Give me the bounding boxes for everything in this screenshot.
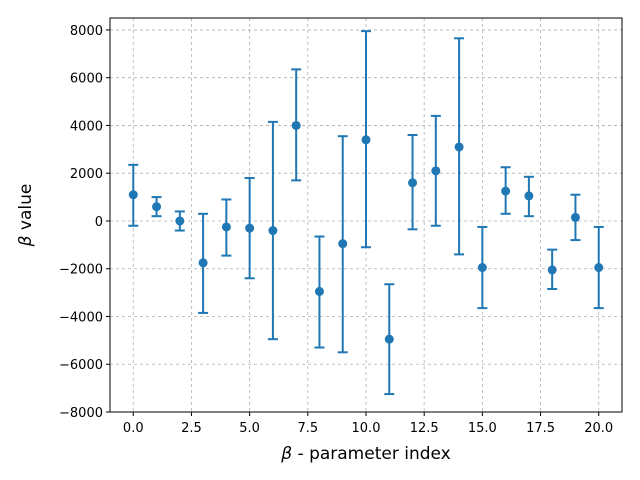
x-tick-label: 10.0 bbox=[352, 421, 381, 436]
data-point bbox=[524, 191, 534, 201]
y-tick-label: 6000 bbox=[70, 72, 103, 87]
x-axis-title-rest: - parameter index bbox=[292, 444, 451, 464]
data-point bbox=[291, 120, 301, 130]
data-point bbox=[454, 142, 464, 152]
data-point bbox=[501, 186, 511, 196]
y-tick-label: 2000 bbox=[70, 167, 103, 182]
data-point bbox=[175, 216, 185, 226]
grid-lines bbox=[110, 18, 622, 413]
data-point bbox=[361, 135, 371, 145]
y-tick-label: −2000 bbox=[59, 263, 103, 278]
y-tick-label: −8000 bbox=[59, 406, 103, 421]
data-point bbox=[431, 166, 441, 176]
data-point bbox=[221, 222, 231, 232]
y-tick-label: 4000 bbox=[70, 119, 103, 134]
data-point bbox=[128, 190, 138, 200]
y-axis-title: β value bbox=[16, 184, 36, 248]
x-tick-label: 2.5 bbox=[181, 421, 202, 436]
x-tick-label: 12.5 bbox=[410, 421, 439, 436]
x-ticks: 0.0 2.5 5.0 7.5 10.0 12.5 15.0 17.5 20.0 bbox=[123, 412, 613, 436]
data-point bbox=[338, 239, 348, 249]
y-tick-label: 8000 bbox=[70, 24, 103, 39]
y-axis-title-symbol: β bbox=[16, 235, 36, 247]
x-tick-label: 20.0 bbox=[584, 421, 613, 436]
data-points bbox=[128, 120, 604, 344]
y-axis-title-rest: value bbox=[16, 184, 36, 236]
data-point bbox=[594, 263, 604, 273]
x-tick-label: 0.0 bbox=[123, 421, 144, 436]
data-point bbox=[152, 202, 162, 212]
y-tick-label: −6000 bbox=[59, 358, 103, 373]
x-tick-label: 15.0 bbox=[468, 421, 497, 436]
data-point bbox=[268, 226, 278, 236]
x-axis-title: β - parameter index bbox=[280, 444, 450, 464]
y-tick-label: −4000 bbox=[59, 310, 103, 325]
x-tick-label: 17.5 bbox=[526, 421, 555, 436]
data-point bbox=[314, 286, 324, 296]
data-point bbox=[408, 178, 418, 188]
y-tick-label: 0 bbox=[95, 215, 103, 230]
data-point bbox=[570, 212, 580, 222]
x-axis-title-symbol: β bbox=[280, 444, 292, 464]
data-point bbox=[245, 223, 255, 233]
x-tick-label: 5.0 bbox=[239, 421, 260, 436]
y-ticks: −8000 −6000 −4000 −2000 0 2000 4000 6000 8000 bbox=[59, 24, 110, 421]
data-point bbox=[547, 265, 557, 275]
data-point bbox=[384, 334, 394, 344]
x-tick-label: 7.5 bbox=[297, 421, 318, 436]
data-point bbox=[198, 258, 208, 268]
errorbars bbox=[128, 30, 604, 396]
data-point bbox=[477, 263, 487, 273]
